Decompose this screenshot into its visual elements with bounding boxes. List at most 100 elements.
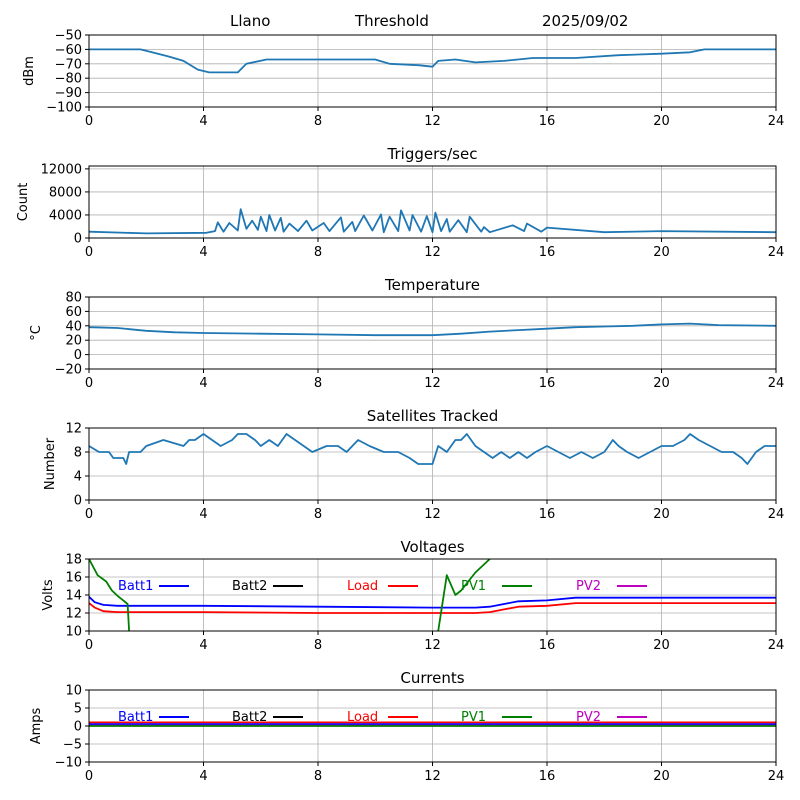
y-axis-label: Count: [16, 183, 31, 222]
subplot-5: 0 4 8 12 16 20 24 −10 −5 0 5 10 Currents Amps Batt1 Bat…: [29, 669, 784, 784]
x-tick-label: 8: [314, 114, 322, 129]
series-line-batt1: [89, 596, 776, 609]
series-line-pv1: [437, 559, 491, 631]
y-tick-label: −5: [63, 738, 82, 753]
legend-label-batt2: Batt2: [232, 710, 267, 725]
series-group: [89, 208, 776, 235]
legend-label-pv2: PV2: [576, 579, 601, 594]
y-tick-label: 18: [65, 553, 82, 568]
y-tick-label: 12: [65, 422, 82, 437]
x-tick-label: 12: [424, 376, 441, 391]
y-tick-label: 16: [65, 571, 82, 586]
legend-label-batt1: Batt1: [118, 710, 153, 725]
x-tick-label: 12: [424, 638, 441, 653]
series-group: [89, 48, 776, 74]
site-name: Llano: [230, 12, 271, 30]
y-tick-label: 60: [65, 305, 82, 320]
x-tick-label: 4: [199, 245, 207, 260]
x-tick-label: 0: [85, 376, 93, 391]
x-tick-label: 24: [768, 769, 785, 784]
x-tick-label: 0: [85, 245, 93, 260]
y-tick-label: −70: [55, 57, 82, 72]
x-tick-label: 24: [768, 245, 785, 260]
x-tick-label: 12: [424, 114, 441, 129]
y-tick-label: 0: [74, 720, 82, 735]
y-axis-label: Amps: [29, 707, 44, 744]
legend-label-batt2: Batt2: [232, 579, 267, 594]
y-tick-label: −60: [55, 43, 82, 58]
x-tick-label: 24: [768, 114, 785, 129]
x-tick-label: 8: [314, 638, 322, 653]
y-tick-label: −80: [55, 72, 82, 87]
y-tick-label: −100: [46, 101, 82, 116]
y-tick-label: 0: [74, 348, 82, 363]
y-tick-label: 5: [74, 702, 82, 717]
subplot-3: 0 4 8 12 16 20 24 0 4 8 12 Satellites Tracked Number: [43, 407, 784, 522]
series-line-pv1: [89, 559, 130, 631]
y-tick-label: 10: [65, 625, 82, 640]
y-tick-label: 0: [74, 232, 82, 247]
y-tick-label: 80: [65, 291, 82, 306]
y-tick-label: 40: [65, 319, 82, 334]
x-tick-label: 16: [539, 638, 556, 653]
x-tick-label: 20: [653, 376, 670, 391]
y-tick-label: 12000: [41, 162, 82, 177]
x-tick-label: 0: [85, 507, 93, 522]
series-line-load: [89, 602, 776, 614]
x-tick-label: 24: [768, 507, 785, 522]
x-tick-label: 4: [199, 507, 207, 522]
series-line-main: [89, 433, 776, 465]
y-tick-label: −90: [55, 86, 82, 101]
x-tick-label: 24: [768, 376, 785, 391]
y-tick-label: 12: [65, 607, 82, 622]
x-tick-label: 12: [424, 769, 441, 784]
series-group: [89, 559, 776, 631]
x-tick-label: 20: [653, 507, 670, 522]
date-label: 2025/09/02: [542, 12, 629, 30]
x-tick-label: 4: [199, 114, 207, 129]
legend-label-load: Load: [347, 579, 378, 594]
x-tick-label: 16: [539, 507, 556, 522]
subplot-title: Triggers/sec: [387, 145, 478, 163]
legend-label-pv1: PV1: [461, 710, 486, 725]
x-tick-label: 8: [314, 769, 322, 784]
x-tick-label: 12: [424, 245, 441, 260]
x-tick-label: 24: [768, 638, 785, 653]
x-tick-label: 16: [539, 245, 556, 260]
x-tick-label: 12: [424, 507, 441, 522]
y-tick-label: 8000: [49, 185, 82, 200]
subplot-4: 0 4 8 12 16 20 24 10 12 14 16 18 Voltages Volts Batt1 B…: [41, 538, 784, 653]
y-axis-label: dBm: [22, 56, 37, 86]
x-tick-label: 20: [653, 769, 670, 784]
x-tick-label: 0: [85, 769, 93, 784]
series-line-main: [89, 322, 776, 337]
subplot-1: 0 4 8 12 16 20 24 0 4000 8000 12000 Triggers/sec Cou…: [16, 145, 784, 260]
metric-name: Threshold: [355, 12, 429, 30]
y-tick-label: 10: [65, 684, 82, 699]
y-tick-label: 4000: [49, 208, 82, 223]
x-tick-label: 0: [85, 114, 93, 129]
y-tick-label: 4: [74, 470, 82, 485]
x-tick-label: 16: [539, 769, 556, 784]
y-tick-label: −20: [55, 363, 82, 378]
x-tick-label: 16: [539, 114, 556, 129]
x-tick-label: 8: [314, 376, 322, 391]
series-line-main: [89, 208, 776, 235]
x-tick-label: 20: [653, 638, 670, 653]
y-tick-label: −10: [55, 756, 82, 771]
series-line-main: [89, 48, 776, 74]
subplot-title: Satellites Tracked: [367, 407, 498, 425]
x-tick-label: 4: [199, 376, 207, 391]
y-tick-label: −50: [55, 29, 82, 44]
series-group: [89, 433, 776, 465]
y-tick-label: 20: [65, 334, 82, 349]
x-tick-label: 16: [539, 376, 556, 391]
legend-label-batt1: Batt1: [118, 579, 153, 594]
legend-label-pv1: PV1: [461, 579, 486, 594]
subplot-0: 0 4 8 12 16 20 24 −50−60−70−80−90−100 dBm: [22, 29, 784, 130]
series-group: [89, 322, 776, 337]
y-tick-label: 0: [74, 494, 82, 509]
